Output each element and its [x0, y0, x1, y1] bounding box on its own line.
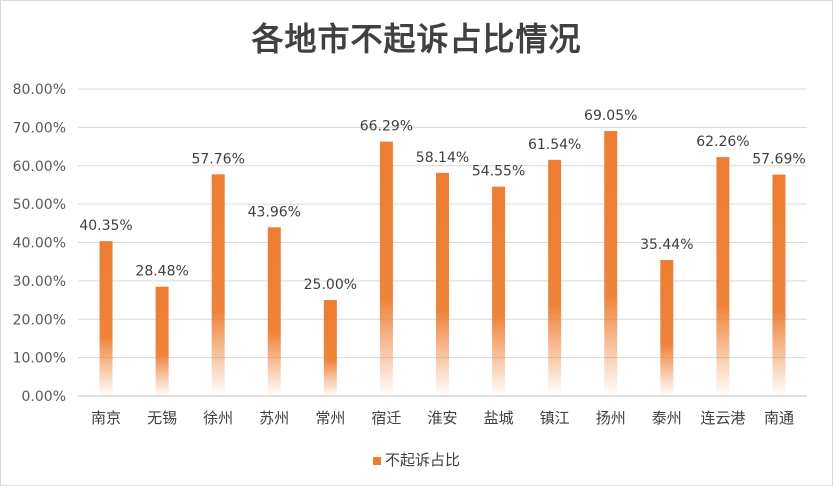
y-tick-label: 80.00%	[13, 82, 66, 98]
data-label: 62.26%	[696, 134, 749, 150]
bar	[548, 159, 562, 396]
bar	[716, 157, 730, 396]
bar	[772, 174, 786, 396]
x-tick-label: 常州	[315, 409, 345, 427]
x-tick-label: 连云港	[700, 409, 745, 427]
data-label: 61.54%	[528, 137, 581, 153]
bar	[379, 141, 393, 396]
data-label: 58.14%	[416, 150, 469, 166]
bar	[267, 227, 281, 396]
bar	[492, 186, 506, 396]
data-label: 69.05%	[584, 108, 637, 124]
y-tick-label: 60.00%	[13, 159, 66, 175]
bar	[604, 131, 618, 396]
data-label: 43.96%	[248, 204, 301, 220]
legend-label: 不起诉占比	[384, 451, 460, 469]
bars	[99, 131, 786, 396]
bar	[660, 259, 674, 396]
bar	[436, 172, 449, 396]
data-label: 54.55%	[472, 164, 525, 180]
bar	[155, 286, 169, 396]
x-tick-label: 泰州	[652, 409, 682, 427]
data-label: 25.00%	[304, 277, 357, 293]
y-tick-label: 20.00%	[13, 312, 66, 328]
x-tick-label: 盐城	[484, 409, 514, 427]
x-tick-label: 南通	[764, 409, 794, 427]
legend: 不起诉占比	[0, 449, 833, 470]
data-label: 57.76%	[191, 151, 244, 167]
chart-title: 各地市不起诉占比情况	[251, 20, 582, 58]
bar	[323, 300, 337, 396]
data-label: 28.48%	[135, 264, 188, 280]
legend-swatch	[372, 456, 381, 465]
y-tick-label: 30.00%	[13, 274, 66, 290]
x-tick-label: 苏州	[259, 409, 289, 427]
y-tick-label: 50.00%	[13, 197, 66, 213]
y-tick-label: 40.00%	[13, 236, 66, 252]
x-tick-label: 南京	[91, 409, 121, 427]
data-labels: 40.35% 28.48% 57.76% 43.96% 25.00% 66.29%58.1…	[79, 108, 805, 293]
data-label: 57.69%	[752, 152, 805, 168]
data-label: 35.44%	[640, 237, 693, 253]
x-tick-label: 镇江	[540, 409, 570, 427]
x-tick-label: 淮安	[427, 409, 457, 427]
x-tick-label: 宿迁	[371, 409, 401, 427]
data-label: 66.29%	[360, 119, 413, 135]
data-label: 40.35%	[79, 218, 132, 234]
y-tick-label: 70.00%	[13, 120, 66, 136]
bar	[99, 241, 113, 396]
y-axis: 0.00% 10.00% 20.00% 30.00% 40.00% 50.00% 60.00…	[13, 82, 66, 405]
x-axis: 南京 无锡 徐州 苏州 常州 宿迁 淮安 盐城 镇江 扬州 泰州 连云港 南通	[91, 409, 794, 427]
x-tick-label: 无锡	[147, 409, 177, 427]
x-tick-label: 扬州	[596, 409, 626, 427]
y-tick-label: 0.00%	[22, 389, 66, 405]
x-tick-label: 徐州	[203, 409, 233, 427]
y-tick-label: 10.00%	[13, 351, 66, 367]
bar	[211, 174, 225, 396]
